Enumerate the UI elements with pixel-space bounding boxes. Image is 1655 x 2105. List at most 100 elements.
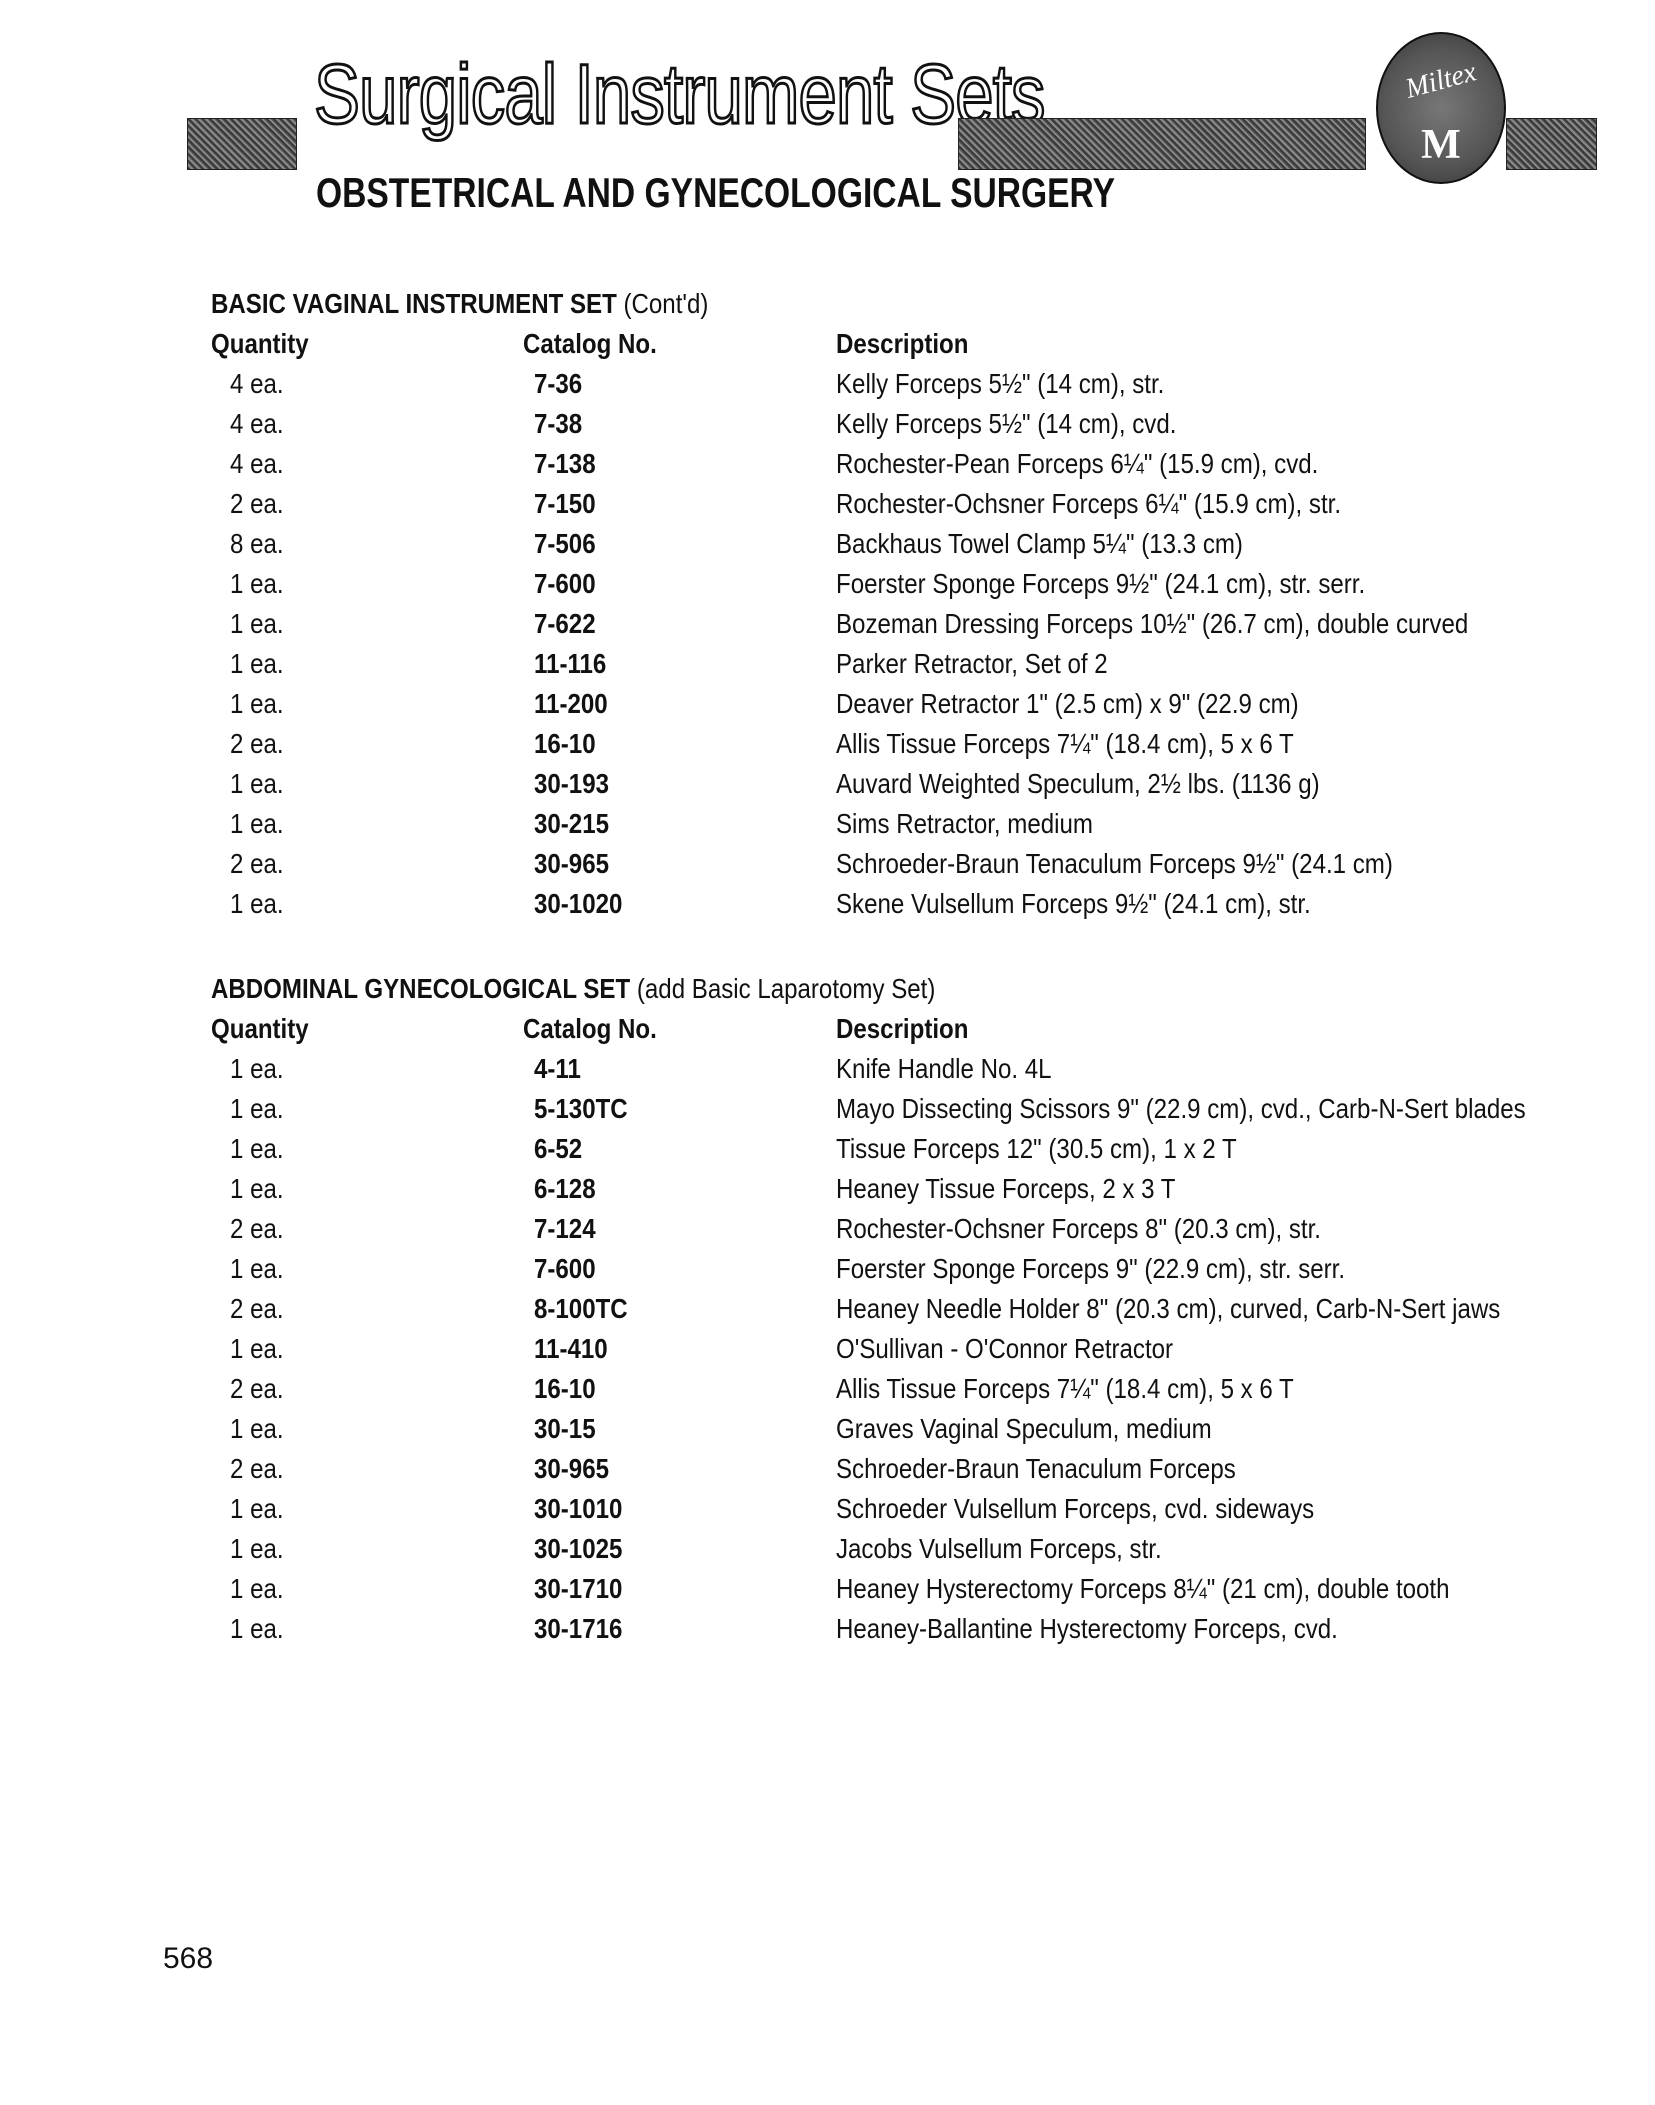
- catalog-header: Catalog No.: [523, 328, 657, 359]
- quantity-cell: 1 ea.: [230, 888, 284, 919]
- quantity-cell: 2 ea.: [230, 848, 284, 879]
- quantity-header: Quantity: [211, 328, 309, 359]
- catalog-number-cell: 30-15: [534, 1413, 596, 1444]
- catalog-number-cell: 30-1020: [534, 888, 623, 919]
- header-bar-right: [1506, 118, 1597, 170]
- description-cell: Bozeman Dressing Forceps 10½" (26.7 cm),…: [836, 608, 1469, 639]
- description-cell: Knife Handle No. 4L: [836, 1053, 1052, 1084]
- catalog-number-cell: 6-128: [534, 1173, 596, 1204]
- catalog-number-cell: 30-1025: [534, 1533, 623, 1564]
- quantity-cell: 4 ea.: [230, 368, 284, 399]
- table-row: 2 ea. 7-124 Rochester-Ochsner Forceps 8" (…: [0, 1209, 1655, 1249]
- catalog-number-cell: 7-124: [534, 1213, 596, 1244]
- quantity-cell: 1 ea.: [230, 1133, 284, 1164]
- table-row: 1 ea. 4-11 Knife Handle No. 4L: [0, 1049, 1655, 1089]
- catalog-number-cell: 7-506: [534, 528, 596, 559]
- section-title: ABDOMINAL GYNECOLOGICAL SET (add Basic L…: [211, 975, 1053, 1003]
- table-row: 1 ea. 6-128 Heaney Tissue Forceps, 2 x 3 T: [0, 1169, 1655, 1209]
- quantity-cell: 2 ea.: [230, 1293, 284, 1324]
- section-name: ABDOMINAL GYNECOLOGICAL SET: [211, 973, 631, 1004]
- table-row: 1 ea. 30-1020 Skene Vulsellum Forceps 9½" …: [0, 884, 1655, 924]
- description-cell: Heaney Tissue Forceps, 2 x 3 T: [836, 1173, 1176, 1204]
- section-title: BASIC VAGINAL INSTRUMENT SET (Cont'd): [211, 290, 789, 318]
- description-cell: Deaver Retractor 1" (2.5 cm) x 9" (22.9 …: [836, 688, 1299, 719]
- description-cell: O'Sullivan - O'Connor Retractor: [836, 1333, 1174, 1364]
- quantity-cell: 1 ea.: [230, 808, 284, 839]
- description-cell: Rochester-Pean Forceps 6¼" (15.9 cm), cv…: [836, 448, 1319, 479]
- catalog-number-cell: 16-10: [534, 728, 596, 759]
- table-row: 1 ea. 30-15 Graves Vaginal Speculum, mediu…: [0, 1409, 1655, 1449]
- table-row: 1 ea. 6-52 Tissue Forceps 12" (30.5 cm), 1…: [0, 1129, 1655, 1169]
- description-cell: Heaney-Ballantine Hysterectomy Forceps, …: [836, 1613, 1338, 1644]
- table-row: 1 ea. 30-193 Auvard Weighted Speculum, 2½ …: [0, 764, 1655, 804]
- quantity-cell: 4 ea.: [230, 408, 284, 439]
- table-row: 2 ea. 16-10 Allis Tissue Forceps 7¼" (18.4…: [0, 724, 1655, 764]
- description-cell: Auvard Weighted Speculum, 2½ lbs. (1136 …: [836, 768, 1320, 799]
- logo-monogram: M: [1421, 122, 1461, 168]
- section-note: (Cont'd): [623, 288, 709, 319]
- table-row: 1 ea. 30-1710 Heaney Hysterectomy Forceps …: [0, 1569, 1655, 1609]
- description-cell: Rochester-Ochsner Forceps 8" (20.3 cm), …: [836, 1213, 1321, 1244]
- table-row: 1 ea. 11-200 Deaver Retractor 1" (2.5 cm) …: [0, 684, 1655, 724]
- table-row: 1 ea. 5-130TC Mayo Dissecting Scissors 9" …: [0, 1089, 1655, 1129]
- description-cell: Sims Retractor, medium: [836, 808, 1093, 839]
- quantity-cell: 2 ea.: [230, 1453, 284, 1484]
- catalog-number-cell: 11-200: [534, 688, 608, 719]
- section-note: (add Basic Laparotomy Set): [636, 973, 936, 1004]
- quantity-cell: 2 ea.: [230, 488, 284, 519]
- quantity-cell: 1 ea.: [230, 1093, 284, 1124]
- description-cell: Foerster Sponge Forceps 9" (22.9 cm), st…: [836, 1253, 1346, 1284]
- description-header: Description: [836, 1013, 969, 1044]
- table-row: 1 ea. 30-1716 Heaney-Ballantine Hysterecto…: [0, 1609, 1655, 1649]
- table-row: 1 ea. 7-600 Foerster Sponge Forceps 9" (22…: [0, 1249, 1655, 1289]
- description-cell: Schroeder Vulsellum Forceps, cvd. sidewa…: [836, 1493, 1315, 1524]
- quantity-cell: 1 ea.: [230, 608, 284, 639]
- table-row: 4 ea. 7-38 Kelly Forceps 5½" (14 cm), cvd.: [0, 404, 1655, 444]
- table-row: 2 ea. 7-150 Rochester-Ochsner Forceps 6¼" …: [0, 484, 1655, 524]
- table-row: 1 ea. 7-622 Bozeman Dressing Forceps 10½" …: [0, 604, 1655, 644]
- description-cell: Heaney Hysterectomy Forceps 8¼" (21 cm),…: [836, 1573, 1450, 1604]
- quantity-cell: 1 ea.: [230, 768, 284, 799]
- page-title: Surgical Instrument Sets: [313, 47, 1047, 141]
- table-row: 2 ea. 30-965 Schroeder-Braun Tenaculum For…: [0, 1449, 1655, 1489]
- table-row: 1 ea. 30-1025 Jacobs Vulsellum Forceps, st…: [0, 1529, 1655, 1569]
- quantity-header: Quantity: [211, 1013, 309, 1044]
- catalog-number-cell: 30-965: [534, 1453, 609, 1484]
- catalog-number-cell: 30-215: [534, 808, 609, 839]
- catalog-number-cell: 7-622: [534, 608, 596, 639]
- description-cell: Kelly Forceps 5½" (14 cm), str.: [836, 368, 1165, 399]
- quantity-cell: 1 ea.: [230, 1053, 284, 1084]
- miltex-logo: Miltex M: [1376, 32, 1506, 184]
- table-row: 2 ea. 30-965 Schroeder-Braun Tenaculum For…: [0, 844, 1655, 884]
- quantity-cell: 1 ea.: [230, 1173, 284, 1204]
- page-subtitle: OBSTETRICAL AND GYNECOLOGICAL SURGERY: [316, 169, 1115, 216]
- quantity-cell: 2 ea.: [230, 728, 284, 759]
- catalog-number-cell: 7-600: [534, 1253, 596, 1284]
- description-cell: Jacobs Vulsellum Forceps, str.: [836, 1533, 1162, 1564]
- quantity-cell: 1 ea.: [230, 688, 284, 719]
- catalog-number-cell: 7-36: [534, 368, 583, 399]
- quantity-cell: 1 ea.: [230, 1253, 284, 1284]
- quantity-cell: 1 ea.: [230, 568, 284, 599]
- catalog-number-cell: 8-100TC: [534, 1293, 628, 1324]
- catalog-number-cell: 30-1716: [534, 1613, 623, 1644]
- table-header: Quantity Catalog No. Description: [0, 1009, 1655, 1049]
- catalog-number-cell: 6-52: [534, 1133, 583, 1164]
- table-row: 1 ea. 30-215 Sims Retractor, medium: [0, 804, 1655, 844]
- catalog-number-cell: 30-1710: [534, 1573, 623, 1604]
- description-cell: Skene Vulsellum Forceps 9½" (24.1 cm), s…: [836, 888, 1311, 919]
- quantity-cell: 1 ea.: [230, 1573, 284, 1604]
- catalog-number-cell: 11-116: [534, 648, 607, 679]
- description-cell: Schroeder-Braun Tenaculum Forceps 9½" (2…: [836, 848, 1393, 879]
- description-cell: Parker Retractor, Set of 2: [836, 648, 1108, 679]
- description-cell: Rochester-Ochsner Forceps 6¼" (15.9 cm),…: [836, 488, 1342, 519]
- description-cell: Allis Tissue Forceps 7¼" (18.4 cm), 5 x …: [836, 728, 1294, 759]
- logo-script: Miltex: [1402, 56, 1480, 105]
- description-cell: Heaney Needle Holder 8" (20.3 cm), curve…: [836, 1293, 1501, 1324]
- catalog-number-cell: 30-965: [534, 848, 609, 879]
- catalog-number-cell: 30-1010: [534, 1493, 623, 1524]
- table-row: 1 ea. 30-1010 Schroeder Vulsellum Forceps,…: [0, 1489, 1655, 1529]
- table-header: Quantity Catalog No. Description: [0, 324, 1655, 364]
- quantity-cell: 1 ea.: [230, 1613, 284, 1644]
- quantity-cell: 1 ea.: [230, 1493, 284, 1524]
